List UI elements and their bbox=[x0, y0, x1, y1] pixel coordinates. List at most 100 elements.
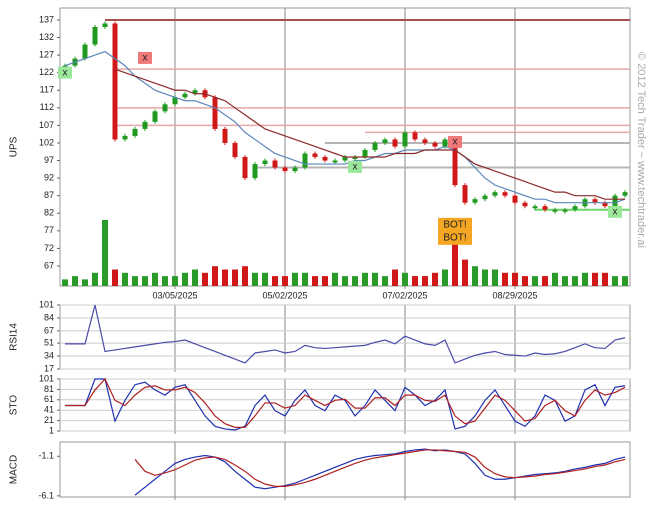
candle bbox=[152, 111, 158, 122]
volume-bar bbox=[112, 269, 118, 286]
y-tick-label: 107 bbox=[39, 120, 54, 130]
candle bbox=[222, 128, 228, 143]
y-tick-label: 112 bbox=[40, 102, 54, 112]
y-tick-label: 101 bbox=[39, 299, 54, 309]
volume-bar bbox=[612, 276, 618, 286]
volume-bar bbox=[212, 266, 218, 286]
volume-bar bbox=[562, 276, 568, 286]
candle bbox=[432, 142, 438, 147]
panel-frame bbox=[59, 7, 631, 287]
volume-bar bbox=[232, 269, 238, 286]
volume-bar bbox=[412, 276, 418, 286]
candle bbox=[242, 157, 248, 179]
volume-bar bbox=[202, 272, 208, 286]
candle bbox=[452, 139, 458, 186]
y-tick-label: 1 bbox=[49, 425, 54, 435]
candle bbox=[372, 142, 378, 150]
candle bbox=[102, 23, 108, 27]
volume-bar bbox=[362, 272, 368, 286]
volume-bar bbox=[432, 272, 438, 286]
volume-bar bbox=[392, 269, 398, 286]
volume-bar bbox=[552, 272, 558, 286]
candle bbox=[112, 23, 118, 140]
volume-bar bbox=[502, 272, 508, 286]
y-tick-label: 117 bbox=[40, 85, 54, 95]
candle bbox=[272, 160, 278, 168]
y-tick-label: 77 bbox=[44, 225, 54, 235]
volume-bar bbox=[532, 276, 538, 286]
candle bbox=[352, 157, 358, 160]
y-tick-label: 67 bbox=[44, 325, 54, 335]
y-tick-label: 17 bbox=[44, 363, 54, 373]
signal-marker bbox=[448, 135, 462, 148]
y-tick-label: 127 bbox=[39, 49, 54, 59]
candle bbox=[342, 157, 348, 161]
candle bbox=[552, 209, 558, 212]
series-line bbox=[65, 304, 626, 364]
volume-bar bbox=[482, 269, 488, 286]
series-line bbox=[134, 449, 626, 487]
signal-label: x bbox=[143, 53, 148, 64]
volume-bar bbox=[252, 272, 258, 286]
y-tick-label: 81 bbox=[44, 384, 54, 394]
y-tick-label: 82 bbox=[44, 208, 54, 218]
candle bbox=[392, 139, 398, 147]
y-tick-label: 41 bbox=[44, 405, 54, 415]
y-tick-label: 122 bbox=[39, 67, 54, 77]
signal-label: x bbox=[63, 67, 68, 78]
volume-bar bbox=[542, 276, 548, 286]
x-tick-label: 05/02/2025 bbox=[262, 290, 307, 300]
y-tick-label: 102 bbox=[39, 137, 54, 147]
signal-label: x bbox=[453, 137, 458, 148]
candle bbox=[322, 157, 328, 161]
y-tick-label: 101 bbox=[39, 373, 54, 383]
volume-bar bbox=[492, 269, 498, 286]
volume-bar bbox=[162, 276, 168, 286]
volume-bar bbox=[622, 276, 628, 286]
annotation-label: BOT! bbox=[443, 232, 466, 243]
candle bbox=[192, 90, 198, 94]
candle bbox=[282, 167, 288, 172]
candle bbox=[312, 153, 318, 158]
candle bbox=[362, 149, 368, 158]
volume-bar bbox=[62, 279, 68, 286]
candle bbox=[592, 199, 598, 203]
volume-bar bbox=[382, 276, 388, 286]
candle bbox=[302, 153, 308, 168]
candle bbox=[412, 132, 418, 140]
candle bbox=[532, 206, 538, 209]
y-tick-label: 34 bbox=[44, 350, 54, 360]
volume-bar bbox=[172, 276, 178, 286]
volume-bar bbox=[462, 259, 468, 286]
candle bbox=[562, 209, 568, 212]
y-axis-label: STO bbox=[9, 395, 20, 416]
y-axis-label: RSI14 bbox=[9, 323, 20, 351]
candle bbox=[232, 142, 238, 158]
volume-bar bbox=[122, 272, 128, 286]
y-tick-label: 21 bbox=[44, 415, 54, 425]
volume-bar bbox=[302, 272, 308, 286]
volume-bar bbox=[452, 239, 458, 286]
volume-bar bbox=[132, 276, 138, 286]
y-tick-label: 67 bbox=[44, 260, 54, 270]
panel-frame bbox=[59, 304, 631, 370]
volume-bar bbox=[312, 276, 318, 286]
candle bbox=[382, 139, 388, 143]
candle bbox=[512, 195, 518, 203]
volume-bar bbox=[592, 272, 598, 286]
y-axis-label: UPS bbox=[9, 136, 20, 157]
watermark: © 2012 Tech Trader ~ www.techtrader.ai bbox=[635, 52, 647, 248]
volume-bar bbox=[92, 272, 98, 286]
signal-label: x bbox=[353, 161, 358, 172]
y-tick-label: 137 bbox=[39, 14, 54, 24]
volume-bar bbox=[602, 272, 608, 286]
candle bbox=[172, 97, 178, 105]
volume-bar bbox=[512, 272, 518, 286]
volume-bar bbox=[372, 272, 378, 286]
y-tick-label: -1.1 bbox=[38, 451, 54, 461]
volume-bar bbox=[242, 266, 248, 286]
series-line bbox=[134, 448, 626, 496]
volume-bar bbox=[322, 276, 328, 286]
volume-bar bbox=[442, 269, 448, 286]
